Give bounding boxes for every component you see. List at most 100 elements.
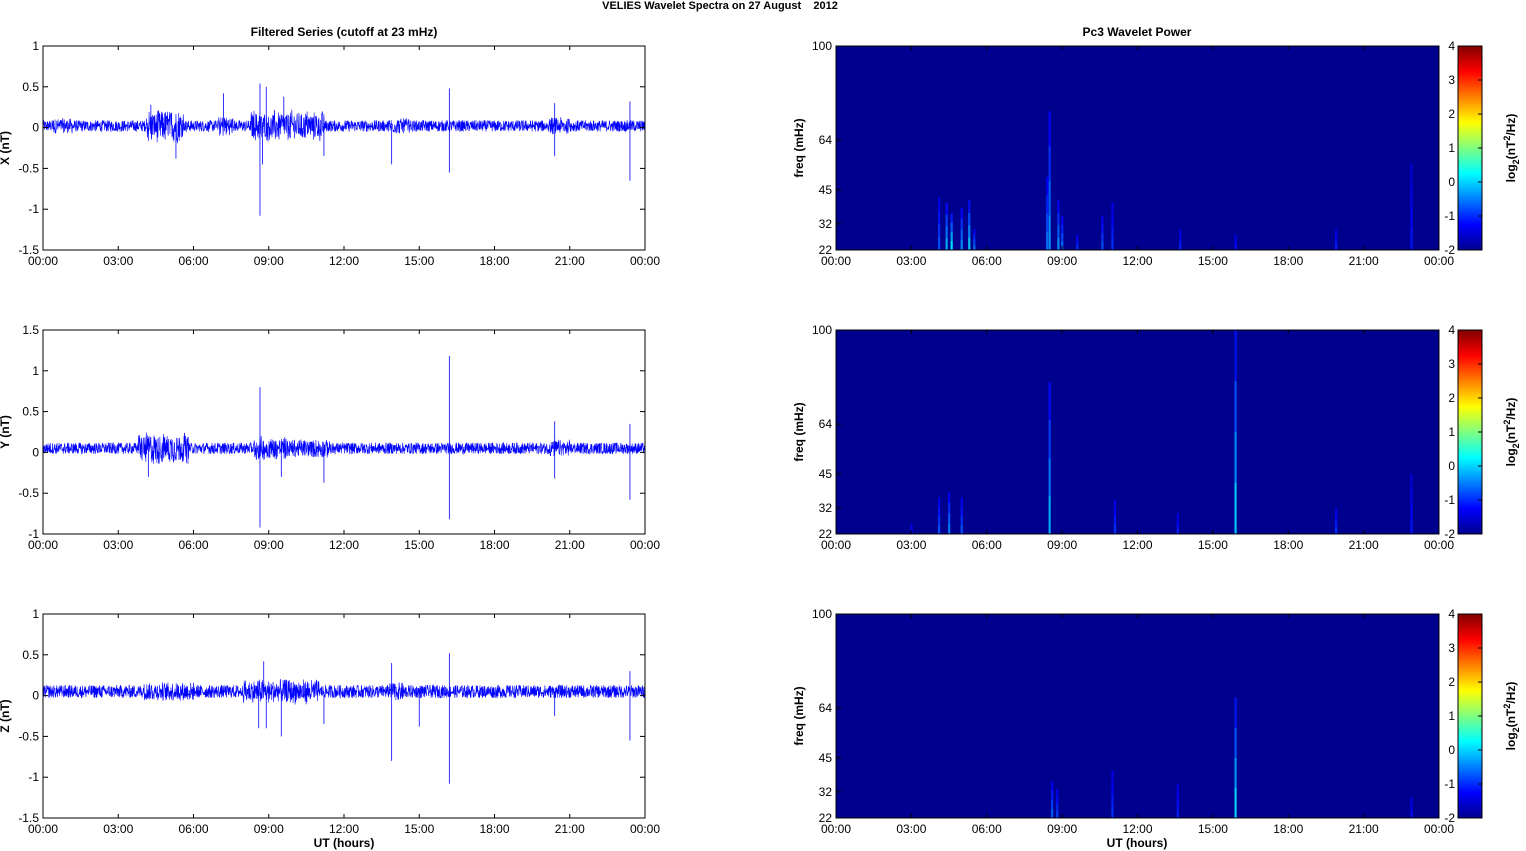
- power-streak: [1046, 213, 1049, 232]
- power-streak: [1334, 244, 1338, 250]
- power-streak: [960, 239, 963, 250]
- power-streak: [1179, 234, 1182, 240]
- power-streak: [1179, 229, 1182, 235]
- wavelet-ylabel: freq (mHz): [792, 686, 806, 745]
- series-xtick-label: 06:00: [178, 538, 208, 552]
- colorbar-tick-label: 4: [1448, 39, 1455, 53]
- wavelet-xtick-label: 00:00: [821, 538, 851, 552]
- colorbar-tick-label: 1: [1448, 425, 1455, 439]
- series-xtick-label: 03:00: [103, 822, 133, 836]
- power-streak: [1113, 508, 1117, 517]
- ytick-label: 0.5: [22, 80, 39, 94]
- power-streak: [1234, 238, 1237, 243]
- wavelet-xtick-label: 15:00: [1198, 538, 1228, 552]
- power-streak: [938, 515, 941, 525]
- heatmap-background: [836, 330, 1439, 534]
- power-streak: [1234, 242, 1237, 247]
- power-streak: [1234, 787, 1237, 818]
- power-streak: [948, 523, 951, 534]
- series-xtick-label: 15:00: [404, 822, 434, 836]
- wavelet-xtick-label: 18:00: [1273, 254, 1303, 268]
- plot-area: [43, 614, 645, 818]
- power-streak: [938, 210, 941, 224]
- power-streak: [960, 208, 963, 219]
- ytick-label: 1.5: [22, 323, 39, 337]
- power-streak: [1048, 420, 1051, 459]
- series-xtick-label: 21:00: [555, 254, 585, 268]
- power-streak: [1076, 234, 1079, 239]
- power-streak: [1334, 234, 1338, 240]
- power-streak: [1410, 518, 1413, 534]
- ytick-label: 32: [819, 785, 833, 799]
- z-series-panel: -1.5 -1 -0.5 0 0.5 1 00:00 03:00 06:00 09:00 12:00…: [0, 607, 660, 836]
- wavelet-xtick-label: 03:00: [896, 254, 926, 268]
- ytick-label: -0.5: [18, 161, 39, 175]
- signal-trace: [42, 432, 646, 464]
- power-streak: [1111, 770, 1114, 783]
- power-streak: [1101, 241, 1104, 250]
- signal-trace: [42, 109, 646, 144]
- colorbar-tick-label: -2: [1444, 811, 1455, 825]
- power-streak: [1176, 528, 1179, 534]
- power-streak: [938, 497, 941, 507]
- power-streak: [1051, 781, 1054, 791]
- power-streak: [1113, 525, 1117, 534]
- power-streak: [960, 506, 963, 516]
- series-xtick-label: 12:00: [329, 822, 359, 836]
- power-streak: [1111, 806, 1114, 818]
- ytick-label: -0.5: [18, 486, 39, 500]
- colorbar-tick-label: -1: [1444, 493, 1455, 507]
- colorbar-label-part: 2: [1502, 704, 1512, 709]
- ytick-label: 100: [812, 323, 832, 337]
- ytick-label: 1: [32, 39, 39, 53]
- wavelet-xtick-label: 12:00: [1122, 822, 1152, 836]
- series-xtick-label: 18:00: [479, 822, 509, 836]
- power-streak: [1111, 782, 1114, 795]
- power-streak: [1056, 796, 1059, 804]
- power-streak: [1101, 224, 1104, 233]
- power-streak: [960, 497, 963, 507]
- ytick-label: 45: [819, 751, 833, 765]
- power-streak: [1410, 228, 1413, 250]
- colorbar-tick-label: 1: [1448, 141, 1455, 155]
- power-streak: [968, 212, 971, 226]
- wavelet-xtick-label: 12:00: [1122, 538, 1152, 552]
- power-streak: [938, 524, 941, 534]
- ytick-label: 45: [819, 183, 833, 197]
- power-streak: [1410, 802, 1413, 808]
- power-streak: [1046, 231, 1049, 250]
- power-streak: [1101, 216, 1104, 225]
- wavelet-xtick-label: 21:00: [1349, 254, 1379, 268]
- power-streak: [1056, 789, 1059, 797]
- ytick-label: 64: [819, 417, 833, 431]
- wavelet-xtick-label: 03:00: [896, 538, 926, 552]
- heatmap-background: [836, 46, 1439, 250]
- power-streak: [1056, 803, 1059, 811]
- ytick-label: 22: [819, 527, 833, 541]
- power-streak: [938, 236, 941, 250]
- power-streak: [1176, 784, 1179, 793]
- series-xtick-label: 21:00: [555, 538, 585, 552]
- power-streak: [1048, 215, 1051, 250]
- series-xtick-label: 00:00: [28, 254, 58, 268]
- power-streak: [960, 218, 963, 230]
- power-streak: [1334, 514, 1338, 521]
- power-streak: [1076, 246, 1079, 250]
- colorbar-label-part: /Hz): [1504, 682, 1518, 704]
- wavelet-xtick-label: 15:00: [1198, 254, 1228, 268]
- power-streak: [1234, 697, 1237, 728]
- series-xtick-label: 18:00: [479, 538, 509, 552]
- wavelet-xtick-label: 18:00: [1273, 538, 1303, 552]
- power-streak: [1048, 382, 1051, 421]
- colorbar-label-part: 2: [1502, 420, 1512, 425]
- ytick-label: 45: [819, 467, 833, 481]
- power-streak: [1051, 790, 1054, 800]
- colorbar-tick-label: 2: [1448, 107, 1455, 121]
- wavelet-xtick-label: 09:00: [1047, 254, 1077, 268]
- power-streak: [1111, 202, 1114, 215]
- power-streak: [948, 492, 951, 503]
- wavelet-xtick-label: 12:00: [1122, 254, 1152, 268]
- ytick-label: -1: [28, 527, 39, 541]
